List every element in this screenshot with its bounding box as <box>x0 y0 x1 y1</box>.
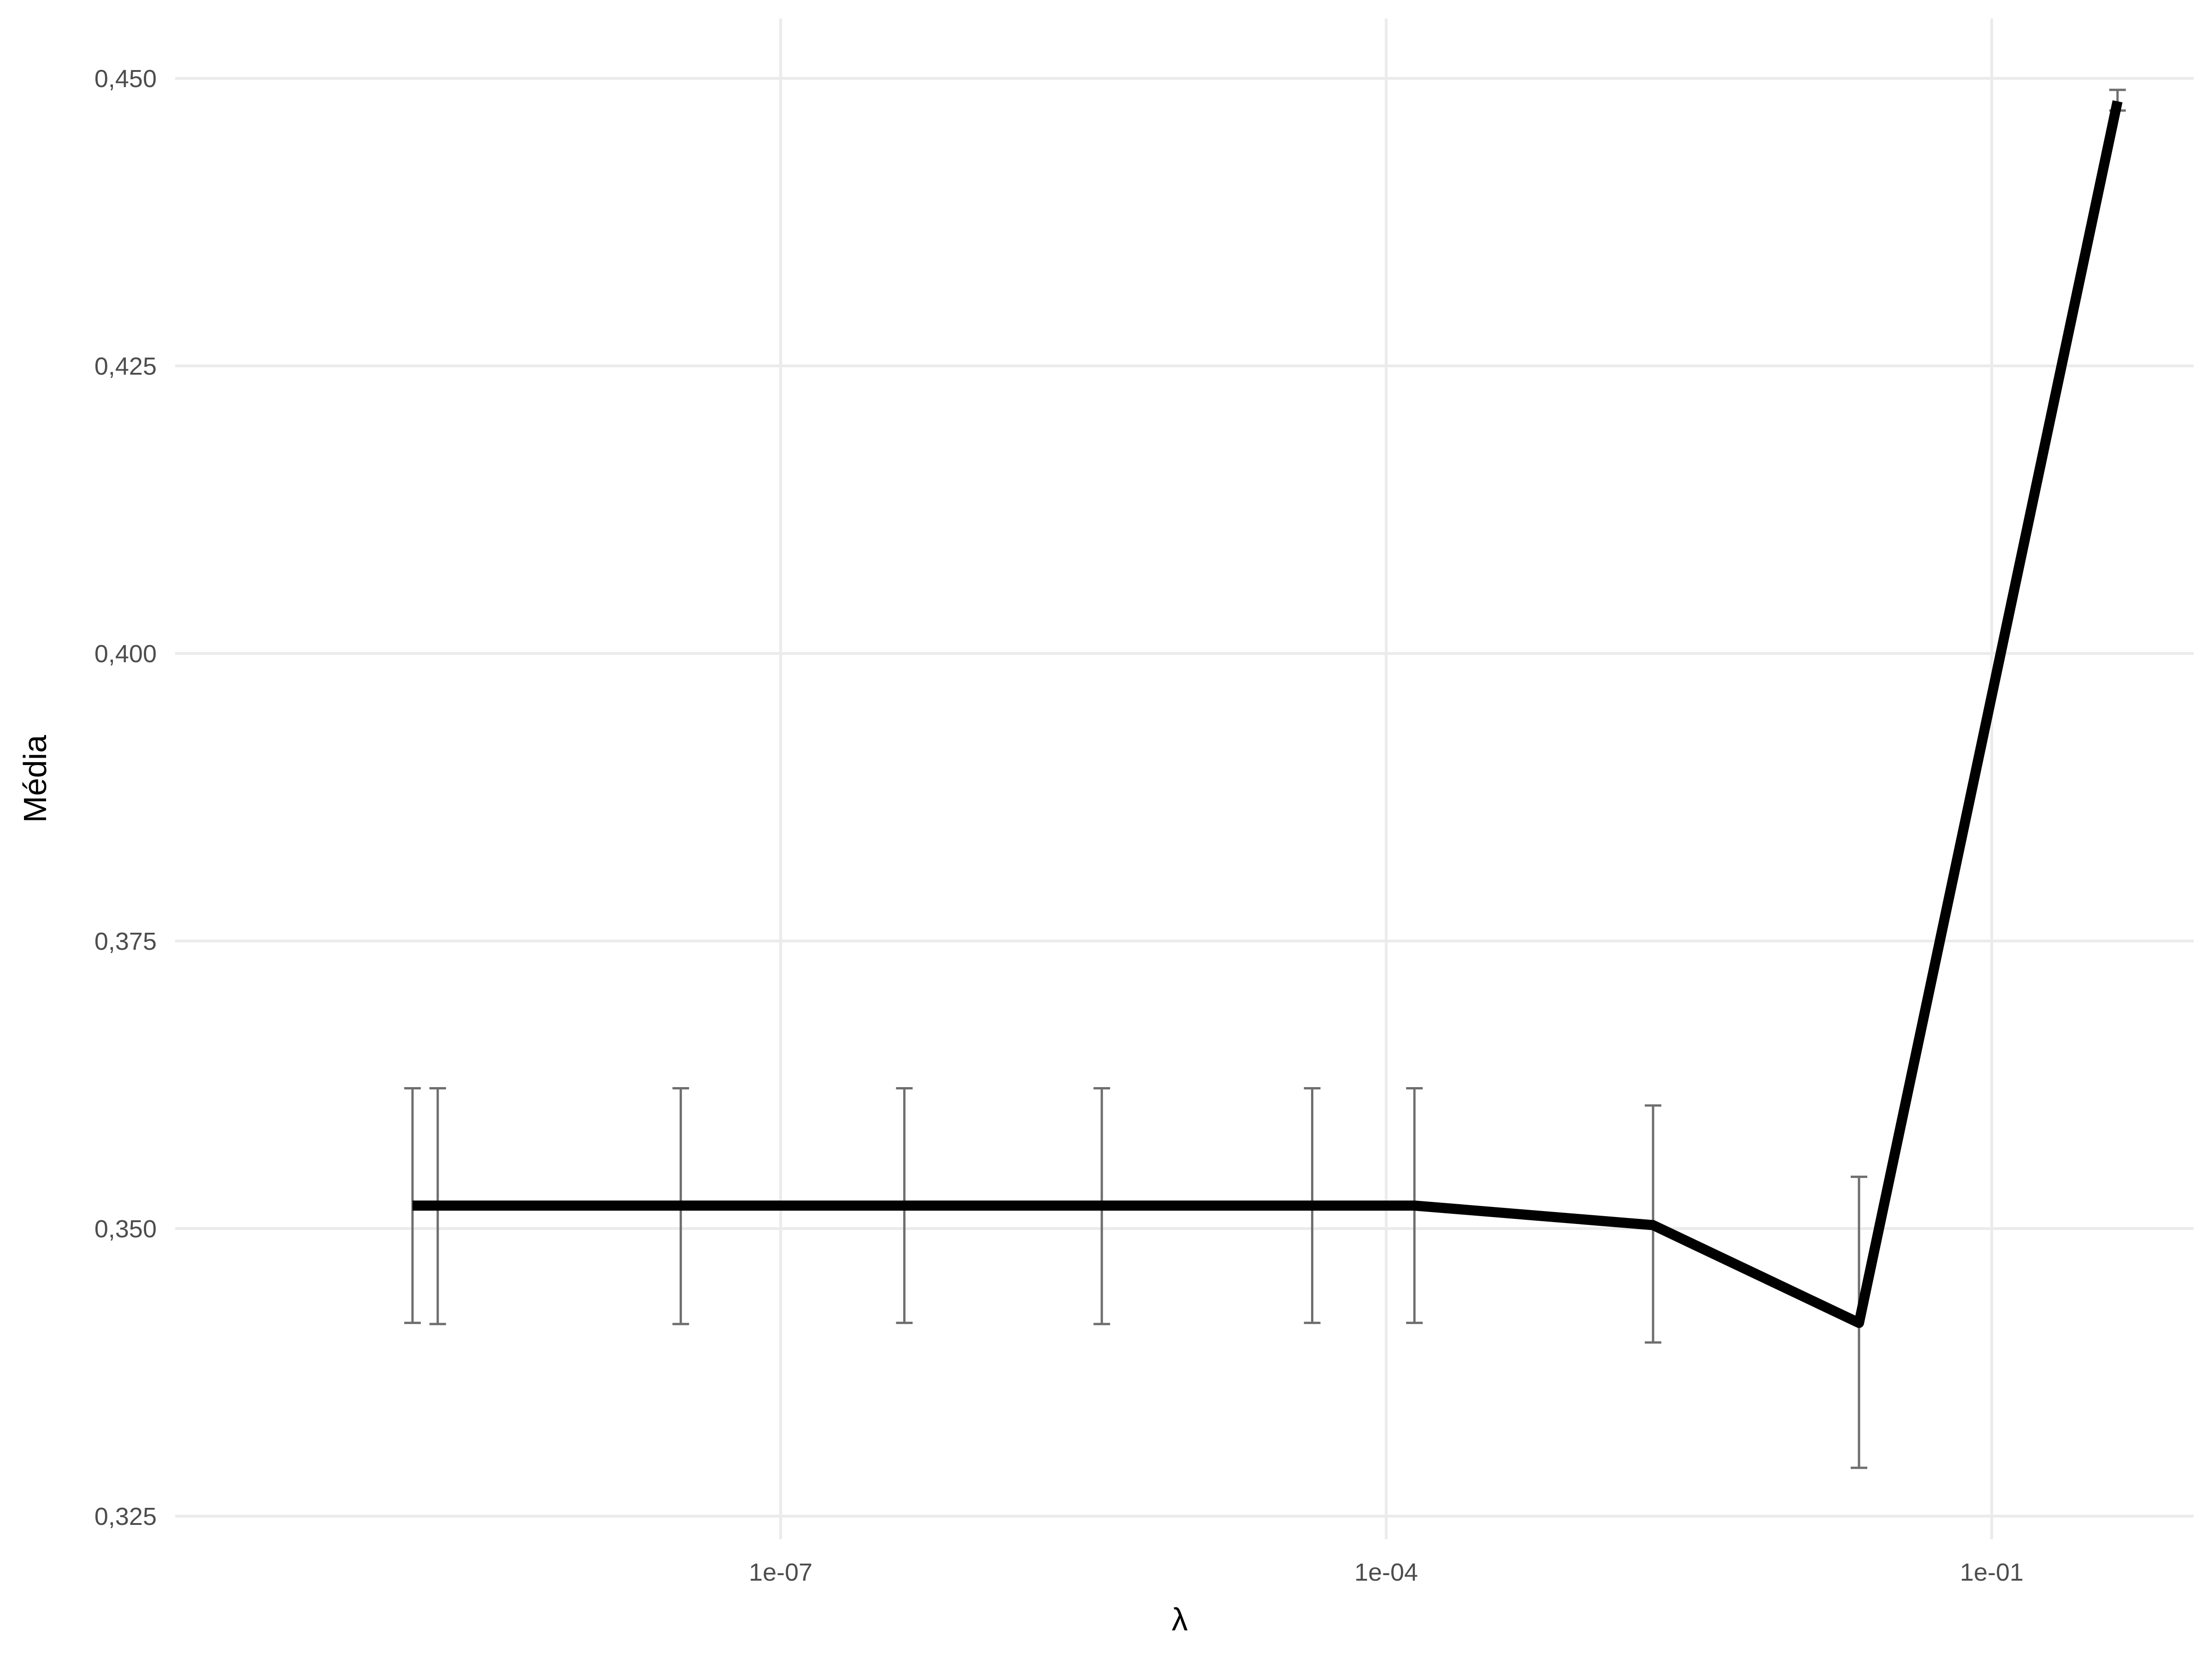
y-tick-label: 0,450 <box>94 65 157 93</box>
grid <box>175 18 2194 1539</box>
y-tick-label: 0,400 <box>94 640 157 668</box>
x-tick-label: 1e-04 <box>1354 1559 1418 1586</box>
y-tick-label: 0,375 <box>94 928 157 955</box>
series-line-group <box>412 100 2123 1328</box>
series-line <box>412 100 2123 1328</box>
y-tick-label: 0,350 <box>94 1215 157 1243</box>
x-tick-label: 1e-07 <box>749 1559 812 1586</box>
y-tick-label: 0,425 <box>94 353 157 380</box>
y-axis-ticks: 0,325 0,350 0,375 0,400 0,425 0,450 <box>94 65 157 1530</box>
y-axis-title: Média <box>17 735 53 823</box>
x-axis-title: λ <box>1172 1601 1188 1637</box>
x-axis-ticks: 1e-07 1e-04 1e-01 <box>749 1559 2024 1586</box>
x-tick-label: 1e-01 <box>1960 1559 2024 1586</box>
y-tick-label: 0,325 <box>94 1503 157 1530</box>
